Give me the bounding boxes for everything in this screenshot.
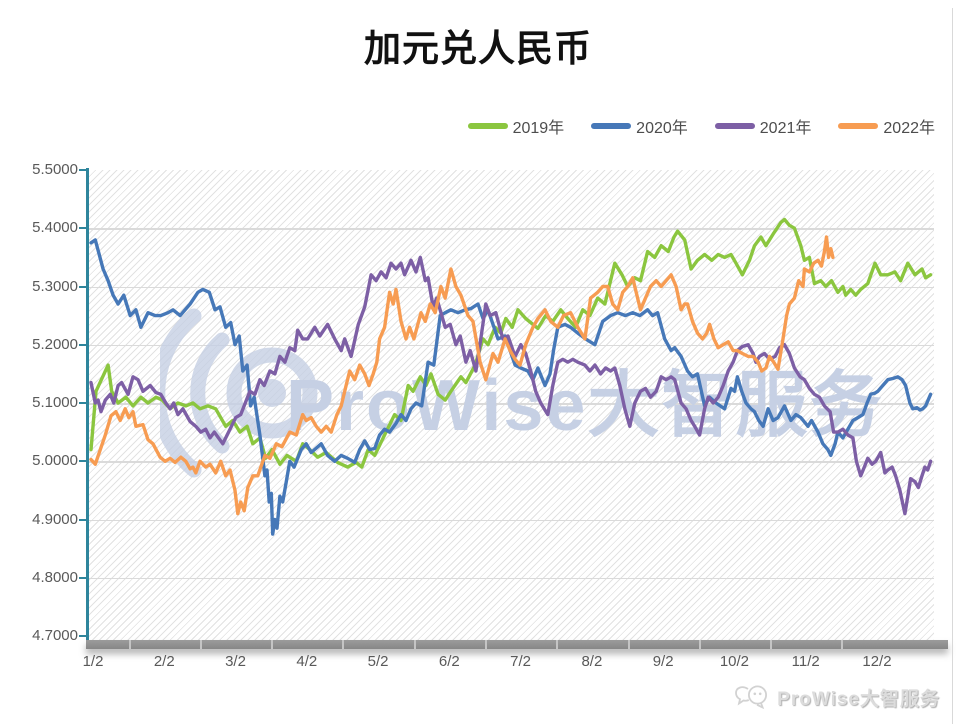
x-axis-bar-tick xyxy=(271,640,274,649)
chart-plot-area xyxy=(88,170,934,640)
x-axis-bar-tick xyxy=(698,640,701,649)
series-line-2022年 xyxy=(89,235,835,516)
x-axis-label: 2/2 xyxy=(153,653,175,670)
gridline xyxy=(88,577,934,580)
y-axis-label: 5.3000 xyxy=(32,277,78,295)
x-axis-bar-tick xyxy=(413,640,416,649)
legend-label: 2020年 xyxy=(636,120,688,137)
y-axis-tick xyxy=(79,518,87,521)
x-axis-bar-tick xyxy=(841,640,844,649)
x-axis-label: 9/2 xyxy=(652,653,674,670)
y-axis-tick xyxy=(79,169,87,171)
legend-item-2021年: 2021年 xyxy=(714,114,812,138)
y-axis-tick xyxy=(79,227,87,230)
y-axis-label: 5.4000 xyxy=(32,219,78,237)
gridline xyxy=(88,403,934,405)
y-axis-label: 4.9000 xyxy=(32,510,78,528)
y-axis-label: 5.5000 xyxy=(32,161,78,178)
prowise-chat-bubbles-icon xyxy=(735,685,768,710)
legend-marker xyxy=(467,123,508,129)
y-axis-tick xyxy=(79,343,87,346)
x-axis-bar-tick xyxy=(484,640,487,649)
y-axis-label: 4.7000 xyxy=(32,627,78,644)
legend-item-2022年: 2022年 xyxy=(838,114,935,138)
gridline xyxy=(88,286,934,288)
x-axis-bar-tick xyxy=(128,640,131,649)
y-axis-label: 5.0000 xyxy=(32,452,78,470)
y-axis-tick xyxy=(79,460,87,463)
image-right-border xyxy=(952,8,953,724)
y-axis-tick xyxy=(79,402,87,404)
x-axis-label: 11/2 xyxy=(791,653,820,670)
series-line-2021年 xyxy=(89,255,933,516)
chart-title: 加元兑人民币 xyxy=(364,26,592,70)
legend-marker xyxy=(838,123,879,129)
legend-marker xyxy=(591,123,632,129)
legend-label: 2021年 xyxy=(759,120,812,137)
footer-brand: ProWise大智服务 xyxy=(733,682,940,712)
x-axis-bar-tick xyxy=(627,640,630,649)
x-axis-label: 8/2 xyxy=(581,653,603,670)
x-axis-label: 10/2 xyxy=(719,653,750,670)
y-axis-label: 5.1000 xyxy=(32,394,78,411)
x-axis-bar-tick xyxy=(770,640,773,649)
legend-marker xyxy=(714,123,755,129)
legend-item-2020年: 2020年 xyxy=(591,114,688,138)
legend-label: 2022年 xyxy=(883,120,935,137)
y-axis-tick xyxy=(79,285,87,288)
y-axis-line xyxy=(86,168,89,648)
x-axis-label: 4/2 xyxy=(296,653,318,670)
y-axis-tick xyxy=(79,576,87,579)
gridline xyxy=(88,461,934,463)
footer-brand-text: ProWise大智服务 xyxy=(777,688,940,710)
x-axis-label: 7/2 xyxy=(510,653,532,670)
legend-item-2019年: 2019年 xyxy=(467,114,565,138)
x-axis-bar-tick xyxy=(556,640,559,649)
x-axis-bar-tick xyxy=(342,640,345,649)
x-axis-label: 6/2 xyxy=(438,653,460,670)
gridline xyxy=(88,519,934,521)
y-axis-label: 5.2000 xyxy=(32,335,78,353)
x-axis-label: 5/2 xyxy=(367,653,389,670)
gridline xyxy=(88,228,934,230)
x-axis-label: 1/2 xyxy=(82,653,104,670)
x-axis-bar xyxy=(86,640,948,649)
legend-label: 2019年 xyxy=(512,120,565,137)
x-axis-label: 3/2 xyxy=(225,653,246,670)
x-axis-bar-tick xyxy=(199,640,202,649)
legend: 2019年 2020年 2021年 2022年 xyxy=(467,114,935,138)
y-axis-label: 4.8000 xyxy=(32,568,78,586)
y-axis-tick xyxy=(79,635,87,637)
x-axis-label: 12/2 xyxy=(862,653,892,670)
